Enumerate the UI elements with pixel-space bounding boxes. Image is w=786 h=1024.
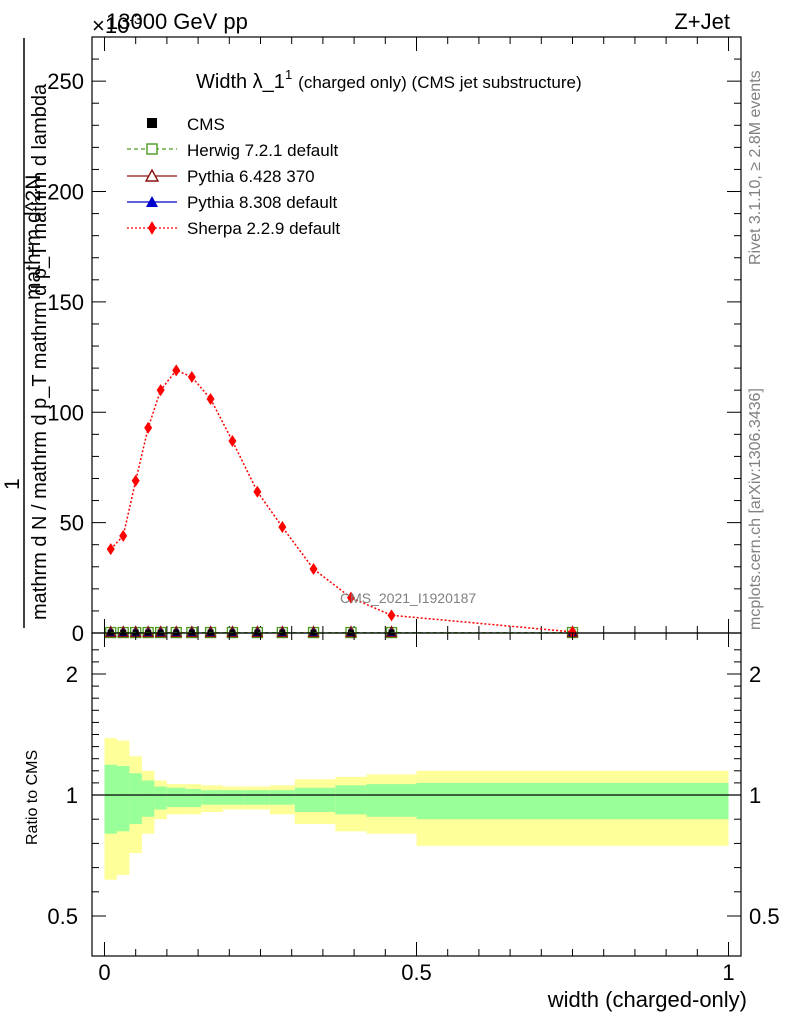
- plot-title: Width λ_11 (charged only) (CMS jet substr…: [196, 67, 582, 93]
- sherpa-marker: [346, 591, 355, 604]
- x-tick-label: 0: [98, 960, 110, 985]
- ratio-y-tick-label: 0.5: [47, 904, 78, 929]
- legend-marker-sherpa: [148, 221, 156, 235]
- y-tick-label: 150: [47, 290, 84, 315]
- sherpa-marker: [387, 609, 396, 622]
- main-axes: 0 50 100 150 200 250: [47, 36, 741, 646]
- ratio-y-tick-label: 2: [66, 662, 78, 687]
- legend-marker-herwig: [146, 143, 158, 155]
- main-y-label: mathrm d^2N 1 mathrm d N / mathrm d p_T …: [1, 38, 51, 628]
- ratio-band-inner: [166, 787, 186, 808]
- legend-marker-pythia8: [146, 196, 158, 207]
- legend-label-cms: CMS: [187, 115, 225, 134]
- ratio-band-inner: [294, 787, 336, 812]
- y-multiplier: ×10-3: [92, 11, 142, 38]
- ratio-band-inner: [269, 790, 295, 805]
- sherpa-marker: [131, 474, 140, 487]
- legend: CMS Herwig 7.2.1 default Pythia 6.428 37…: [127, 115, 340, 238]
- y-label-top: mathrm d^2N: [22, 175, 45, 300]
- ratio-bands: [104, 738, 729, 880]
- y-tick-label: 100: [47, 400, 84, 425]
- header-left: 13000 GeV pp: [106, 9, 248, 34]
- ratio-band-inner: [223, 790, 245, 805]
- watermark: CMS_2021_I1920187: [340, 590, 476, 606]
- header-right: Z+Jet: [674, 9, 730, 34]
- ratio-y-tick-label-right: 1: [749, 783, 761, 808]
- sherpa-marker: [187, 370, 196, 383]
- ratio-y-tick-label-right: 0.5: [749, 904, 780, 929]
- mcplots-label: mcplots.cern.ch [arXiv:1306.3436]: [747, 388, 764, 630]
- sherpa-marker: [119, 529, 128, 542]
- sherpa-marker: [228, 434, 237, 447]
- ratio-band-inner: [201, 790, 224, 805]
- legend-label-herwig: Herwig 7.2.1 default: [187, 141, 338, 160]
- sherpa-marker: [156, 384, 165, 397]
- ratio-band-inner: [141, 780, 155, 817]
- ratio-band-inner: [416, 782, 729, 820]
- legend-marker-pythia6: [144, 168, 160, 182]
- ratio-band-inner: [104, 764, 117, 834]
- x-tick-label: 1: [722, 960, 734, 985]
- sherpa-marker: [144, 421, 153, 434]
- sherpa-line: [110, 369, 573, 633]
- sherpa-marker: [568, 625, 577, 638]
- ratio-band-inner: [154, 786, 167, 810]
- y-label-den: mathrm d N / mathrm d p_T mathrm d p_T m…: [29, 83, 51, 620]
- ratio-band-inner: [116, 765, 130, 832]
- legend-label-sherpa: Sherpa 2.2.9 default: [187, 219, 340, 238]
- x-tick-label: 0.5: [401, 960, 432, 985]
- ratio-y-tick-label: 1: [66, 783, 78, 808]
- ratio-band-inner: [185, 788, 202, 808]
- sherpa-marker: [278, 521, 287, 534]
- y-tick-label: 0: [72, 621, 84, 646]
- ratio-band-inner: [366, 784, 417, 817]
- ratio-y-tick-label-right: 2: [749, 662, 761, 687]
- ratio-axes: 0.5 0.5 1 1 2 2 0 0.5 1: [47, 633, 780, 985]
- x-axis-label: width (charged-only): [547, 987, 747, 1012]
- y-tick-label: 200: [47, 180, 84, 205]
- rivet-label: Rivet 3.1.10, ≥ 2.8M events: [747, 70, 764, 265]
- y-tick-label: 250: [47, 69, 84, 94]
- legend-marker-cms: [147, 118, 157, 128]
- sherpa-marker: [172, 364, 181, 377]
- ratio-band-inner: [129, 773, 142, 825]
- y-label-num: 1: [1, 478, 24, 490]
- legend-label-pythia6: Pythia 6.428 370: [187, 167, 315, 186]
- ratio-y-label: Ratio to CMS: [24, 750, 41, 845]
- legend-label-pythia8: Pythia 8.308 default: [187, 193, 338, 212]
- sherpa-marker: [309, 562, 318, 575]
- ratio-band-inner: [335, 785, 367, 815]
- ratio-band-inner: [244, 790, 270, 805]
- sherpa-marker: [106, 543, 115, 556]
- sherpa-marker: [206, 393, 215, 406]
- y-tick-label: 50: [60, 511, 84, 536]
- sherpa-marker: [253, 485, 262, 498]
